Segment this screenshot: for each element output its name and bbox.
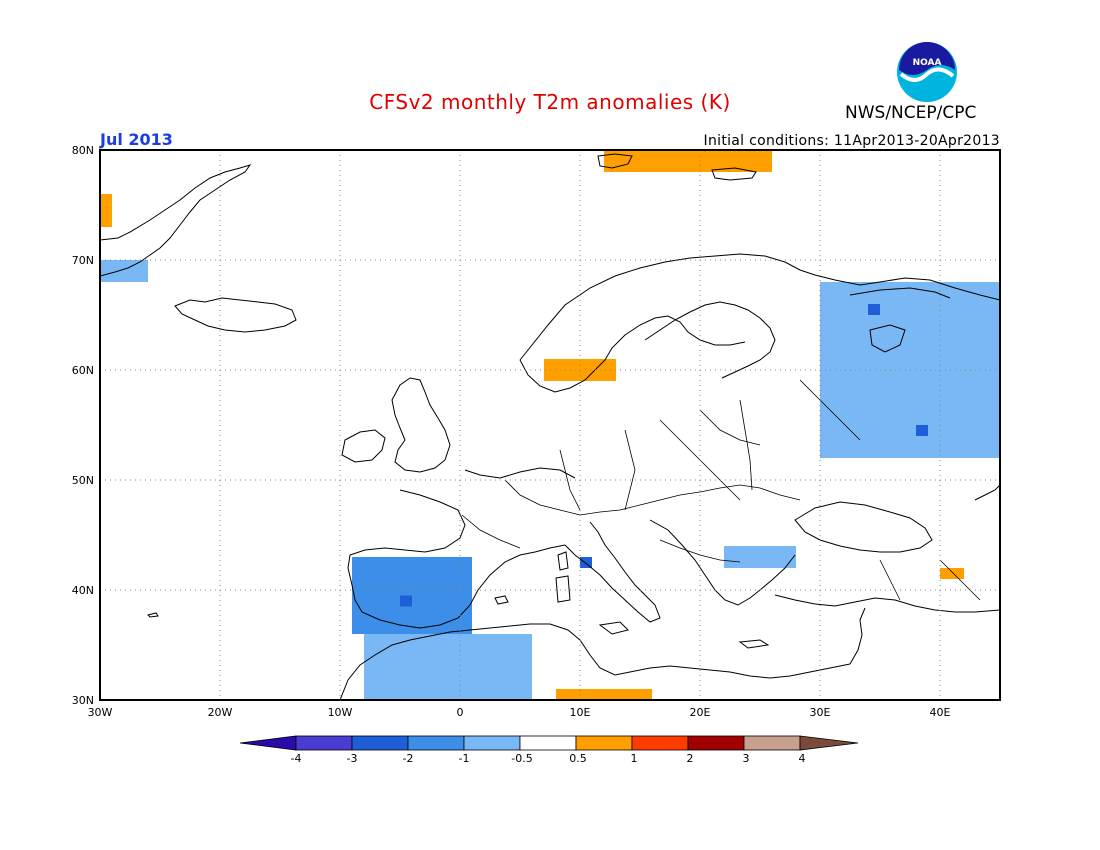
colorbar-segment bbox=[575, 735, 633, 751]
map-title: CFSv2 monthly T2m anomalies (K) bbox=[369, 90, 731, 114]
colorbar-label: 1 bbox=[630, 752, 638, 765]
colorbar-segment bbox=[351, 735, 409, 751]
anomaly-cell bbox=[100, 194, 112, 227]
forecast-period: Jul 2013 bbox=[100, 130, 173, 149]
lon-label-30e: 30E bbox=[809, 706, 831, 719]
anomaly-cell-strong bbox=[580, 557, 592, 568]
lon-label-20e: 20E bbox=[689, 706, 711, 719]
lon-label-20w: 20W bbox=[207, 706, 233, 719]
agency-label: NWS/NCEP/CPC bbox=[845, 103, 977, 123]
colorbar-label: -2 bbox=[402, 752, 414, 765]
colorbar-label: 2 bbox=[686, 752, 694, 765]
anomaly-cell bbox=[364, 634, 532, 700]
colorbar-min-arrow bbox=[239, 735, 297, 751]
svg-text:NOAA: NOAA bbox=[913, 58, 942, 68]
colorbar-label: -3 bbox=[346, 752, 358, 765]
anomaly-cell bbox=[604, 150, 772, 172]
colorbar-label: 3 bbox=[742, 752, 750, 765]
colorbar-label: 4 bbox=[798, 752, 806, 765]
anomaly-cell bbox=[940, 568, 964, 579]
colorbar bbox=[239, 735, 859, 751]
anomaly-cells bbox=[100, 150, 1000, 700]
colorbar-segment bbox=[295, 735, 353, 751]
anomaly-cell-strong bbox=[916, 425, 928, 436]
colorbar-segment bbox=[463, 735, 521, 751]
anomaly-cell-strong bbox=[868, 304, 880, 315]
gridlines bbox=[100, 150, 1000, 700]
colorbar-label: -1 bbox=[458, 752, 470, 765]
colorbar-segment bbox=[407, 735, 465, 751]
lat-label-80n: 80N bbox=[71, 144, 94, 157]
colorbar-segment bbox=[743, 735, 801, 751]
colorbar-label: 0.5 bbox=[569, 752, 587, 765]
colorbar-segment bbox=[631, 735, 689, 751]
colorbar-segment bbox=[687, 735, 745, 751]
colorbar-label: -4 bbox=[290, 752, 302, 765]
lat-label-30n: 30N bbox=[71, 694, 94, 707]
lon-label-40e: 40E bbox=[929, 706, 951, 719]
anomaly-cell bbox=[100, 260, 148, 282]
lon-label-30w: 30W bbox=[87, 706, 113, 719]
anomaly-cell bbox=[724, 546, 796, 568]
lat-label-40n: 40N bbox=[71, 584, 94, 597]
anomaly-cell-strong bbox=[400, 595, 412, 607]
map-frame bbox=[99, 149, 1001, 701]
lat-label-60n: 60N bbox=[71, 364, 94, 377]
initial-conditions: Initial conditions: 11Apr2013-20Apr2013 bbox=[703, 133, 1000, 149]
lat-label-70n: 70N bbox=[71, 254, 94, 267]
lon-label-10w: 10W bbox=[327, 706, 353, 719]
lon-label-10e: 10E bbox=[569, 706, 591, 719]
noaa-logo: NOAA bbox=[897, 42, 957, 102]
anomaly-cell bbox=[556, 689, 652, 700]
colorbar-max-arrow bbox=[799, 735, 859, 751]
lon-label-0: 0 bbox=[456, 706, 464, 719]
colorbar-segment bbox=[519, 735, 577, 751]
lat-label-50n: 50N bbox=[71, 474, 94, 487]
coastlines bbox=[99, 153, 1001, 701]
colorbar-label: -0.5 bbox=[511, 752, 533, 765]
